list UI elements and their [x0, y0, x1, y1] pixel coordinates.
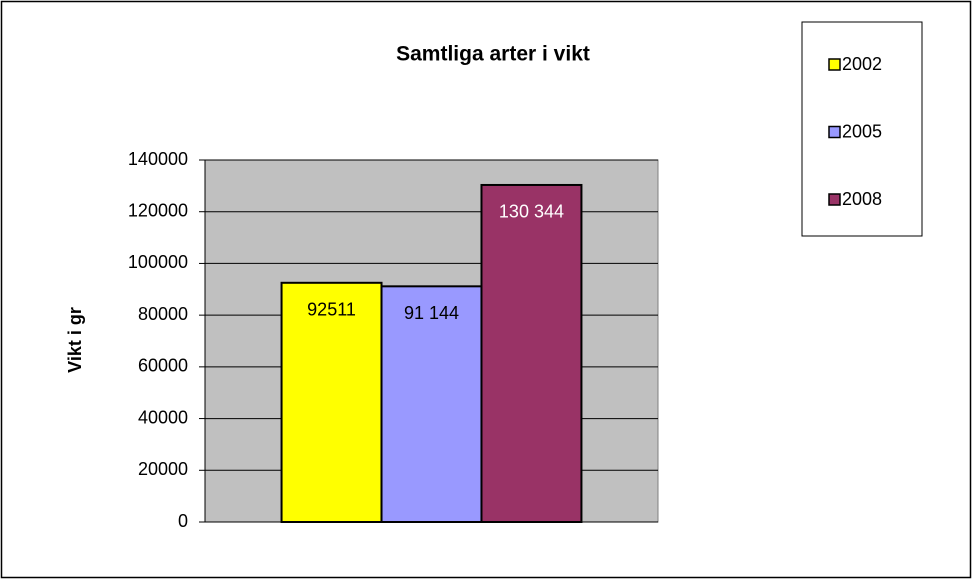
y-tick-label: 40000: [138, 407, 188, 427]
bar: [480, 183, 583, 523]
y-tick-label: 60000: [138, 356, 188, 376]
y-tick-label: 120000: [128, 200, 188, 220]
legend-label: 2002: [842, 54, 882, 74]
y-tick-label: 140000: [128, 149, 188, 169]
y-axis-label: Vikt i gr: [65, 307, 85, 373]
chart-title: Samtliga arter i vikt: [396, 43, 590, 66]
data-label: 91 144: [404, 303, 459, 323]
legend-label: 2008: [842, 189, 882, 209]
y-tick-label: 100000: [128, 252, 188, 272]
legend-label: 2005: [842, 121, 882, 141]
y-tick-label: 0: [178, 511, 188, 531]
legend-swatch: [828, 58, 841, 71]
y-tick-label: 20000: [138, 459, 188, 479]
data-label: 130 344: [499, 202, 564, 222]
legend-box: [801, 21, 923, 237]
legend-swatch: [828, 193, 841, 206]
legend-swatch: [828, 125, 841, 139]
data-label: 92511: [307, 300, 356, 320]
y-tick-label: 80000: [138, 304, 188, 324]
